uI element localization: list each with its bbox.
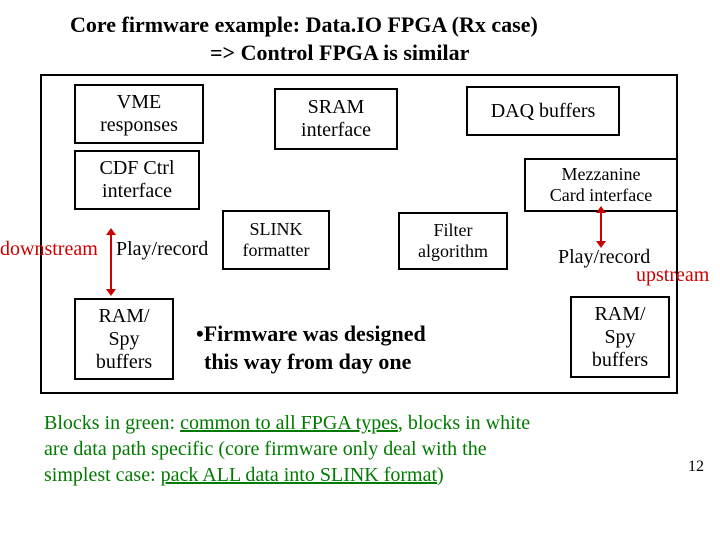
caption-u2: pack ALL data into SLINK format — [161, 464, 437, 486]
caption: Blocks in green: common to all FPGA type… — [44, 410, 664, 488]
box-ram-right: RAM/Spybuffers — [570, 296, 670, 378]
page-number: 12 — [688, 458, 704, 476]
box-ram-left: RAM/Spybuffers — [74, 298, 174, 380]
box-filter: Filteralgorithm — [398, 212, 508, 270]
caption-pre: Blocks in green: — [44, 412, 180, 434]
title-line2: => Control FPGA is similar — [210, 40, 469, 66]
label-playrecord-left: Play/record — [116, 238, 208, 261]
caption-post: ) — [437, 464, 444, 486]
firmware-note: •Firmware was designed this way from day… — [196, 320, 426, 375]
note-line1: •Firmware was designed — [196, 321, 426, 346]
box-sram: SRAMinterface — [274, 88, 398, 150]
box-vme: VMEresponses — [74, 84, 204, 144]
box-slink: SLINKformatter — [222, 210, 330, 270]
caption-u1: common to all FPGA types — [180, 412, 398, 434]
title-line1: Core firmware example: Data.IO FPGA (Rx … — [70, 12, 538, 38]
label-upstream: upstream — [636, 264, 709, 287]
box-cdf: CDF Ctrlinterface — [74, 150, 200, 210]
box-daq: DAQ buffers — [466, 86, 620, 136]
arrow-upstream — [600, 212, 602, 242]
box-mezz: MezzanineCard interface — [524, 158, 678, 212]
note-line2: this way from day one — [196, 349, 411, 374]
arrow-downstream — [110, 234, 112, 290]
label-downstream: downstream — [0, 238, 98, 261]
